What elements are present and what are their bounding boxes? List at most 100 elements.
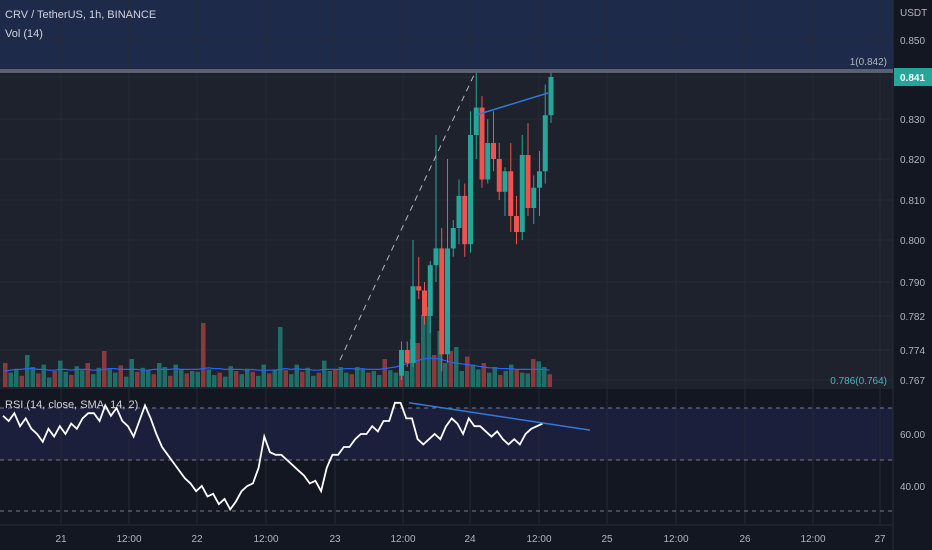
candle-body xyxy=(473,107,479,135)
volume-bar xyxy=(69,375,74,387)
x-tick-label: 21 xyxy=(55,534,67,545)
volume-bar xyxy=(3,363,8,387)
candle-body xyxy=(468,135,473,245)
volume-bar xyxy=(426,307,431,387)
y-axis-unit: USDT xyxy=(900,8,927,19)
volume-bar xyxy=(19,375,24,387)
volume-bar xyxy=(91,374,96,387)
volume-bar xyxy=(415,343,420,387)
volume-bar xyxy=(509,364,514,387)
rsi-layer xyxy=(0,401,893,512)
volume-bar xyxy=(498,375,503,387)
volume-bar xyxy=(371,371,376,387)
x-tick-label: 12:00 xyxy=(253,534,278,545)
volume-bar xyxy=(201,323,206,387)
symbol-legend[interactable]: CRV / TetherUS, 1h, BINANCE xyxy=(5,9,157,21)
volume-bar xyxy=(514,369,519,387)
volume-bar xyxy=(206,369,211,387)
volume-bar xyxy=(135,371,140,387)
volume-bar xyxy=(195,371,200,387)
volume-bar xyxy=(190,371,195,387)
candle-body xyxy=(514,216,519,232)
volume-bar xyxy=(168,375,173,387)
volume-bar xyxy=(118,365,123,387)
candle-body xyxy=(491,143,496,159)
candle-body xyxy=(399,350,404,376)
volume-layer xyxy=(3,307,552,387)
candle-body xyxy=(410,286,416,363)
volume-bar xyxy=(223,376,228,387)
volume-bar xyxy=(36,373,41,387)
x-tick-label: 25 xyxy=(601,534,613,545)
volume-legend[interactable]: Vol (14) xyxy=(5,28,43,40)
volume-bar xyxy=(157,363,162,387)
volume-bar xyxy=(245,368,250,387)
volume-bar xyxy=(267,373,272,387)
x-tick-label: 23 xyxy=(329,534,341,545)
volume-bar xyxy=(140,367,145,387)
candle-body xyxy=(502,171,508,192)
x-tick-label: 22 xyxy=(191,534,203,545)
volume-bar xyxy=(63,371,68,387)
volume-bar xyxy=(8,372,13,387)
volume-bar xyxy=(465,356,470,387)
candle-body xyxy=(404,350,410,363)
fib-level-label: 1(0.842) xyxy=(850,57,887,68)
volume-bar xyxy=(338,367,343,387)
volume-bar xyxy=(96,367,101,387)
candle-body xyxy=(433,248,439,266)
volume-bar xyxy=(47,377,52,387)
volume-bar xyxy=(129,359,134,387)
y-tick-label: 0.790 xyxy=(900,278,925,289)
volume-bar xyxy=(272,369,277,387)
candle-body xyxy=(537,171,542,188)
volume-bar xyxy=(459,371,464,387)
last-price-badge xyxy=(894,68,932,86)
volume-bar xyxy=(525,373,530,387)
volume-bar xyxy=(333,369,338,387)
volume-bar xyxy=(547,374,552,387)
candle-body xyxy=(548,77,554,116)
rsi-legend[interactable]: RSI (14, close, SMA, 14, 2) xyxy=(5,399,139,411)
y-tick-label: 0.782 xyxy=(900,312,925,323)
volume-bar xyxy=(487,372,492,387)
volume-bar xyxy=(366,372,371,387)
volume-bar xyxy=(256,375,261,387)
volume-bar xyxy=(344,372,349,387)
candle-body xyxy=(456,195,462,228)
x-tick-label: 26 xyxy=(739,534,751,545)
volume-bar xyxy=(300,371,305,387)
rsi-trend-line xyxy=(408,402,591,431)
volume-bar xyxy=(179,369,184,387)
candle-body xyxy=(531,187,537,208)
volume-bar xyxy=(393,372,398,387)
upper-fib-band xyxy=(0,0,893,72)
volume-bar xyxy=(421,315,426,387)
volume-bar xyxy=(289,374,294,387)
candle-body xyxy=(496,159,502,192)
volume-bar xyxy=(184,373,189,387)
volume-bar xyxy=(30,367,35,387)
volume-bar xyxy=(234,371,239,387)
volume-bar xyxy=(503,371,508,387)
volume-bar xyxy=(278,327,283,387)
candle-body xyxy=(542,115,548,172)
candle-body xyxy=(479,107,485,180)
volume-bar xyxy=(388,370,393,387)
x-tick-label: 12:00 xyxy=(116,534,141,545)
volume-bar xyxy=(228,366,233,387)
volume-bar xyxy=(162,367,167,387)
volume-bar xyxy=(52,371,57,387)
volume-bar xyxy=(113,372,118,387)
volume-bar xyxy=(25,355,30,387)
volume-bar xyxy=(327,371,332,387)
candle-body xyxy=(427,265,433,316)
volume-bar xyxy=(74,366,79,387)
volume-bar xyxy=(80,370,85,387)
volume-bar xyxy=(14,369,19,387)
y-tick-label: 0.810 xyxy=(900,196,925,207)
volume-bar xyxy=(294,364,299,387)
candle-body xyxy=(445,248,450,355)
volume-bar xyxy=(283,370,288,387)
